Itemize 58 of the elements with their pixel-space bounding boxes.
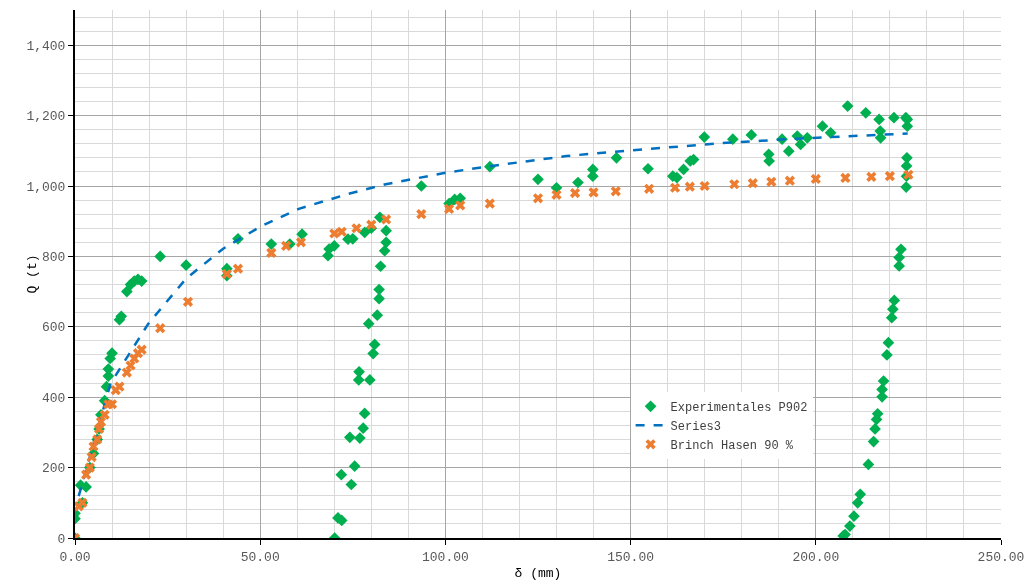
point bbox=[281, 240, 292, 251]
point bbox=[381, 214, 392, 225]
point bbox=[569, 187, 581, 199]
point bbox=[232, 263, 244, 274]
point bbox=[182, 296, 194, 307]
point bbox=[106, 399, 118, 410]
point bbox=[95, 416, 107, 427]
x-tick-label: 250.00 bbox=[977, 549, 1025, 565]
x-tick-label: 100.00 bbox=[421, 549, 469, 565]
point bbox=[747, 178, 758, 189]
point bbox=[810, 173, 821, 185]
point bbox=[444, 203, 455, 214]
point bbox=[266, 247, 277, 258]
legend-label: Series3 bbox=[670, 419, 722, 434]
point bbox=[729, 179, 740, 190]
point bbox=[455, 200, 466, 211]
point bbox=[684, 181, 695, 192]
point bbox=[366, 219, 377, 230]
x-tick-label: 0.00 bbox=[59, 549, 91, 565]
point bbox=[121, 367, 132, 378]
point bbox=[351, 223, 362, 234]
point bbox=[532, 193, 544, 204]
point bbox=[866, 171, 877, 182]
x-tick-label: 150.00 bbox=[607, 549, 655, 565]
y-axis-title: Q (t) bbox=[24, 254, 40, 294]
point bbox=[551, 189, 562, 200]
point bbox=[840, 172, 851, 183]
point bbox=[336, 226, 347, 237]
point bbox=[114, 381, 125, 392]
y-tick-label: 800 bbox=[41, 249, 66, 265]
point bbox=[588, 187, 599, 198]
point bbox=[699, 180, 710, 192]
y-tick-label: 400 bbox=[41, 390, 66, 406]
point bbox=[416, 209, 427, 220]
legend-label: Experimentales P902 bbox=[670, 400, 808, 415]
point bbox=[766, 176, 777, 187]
x-tick-label: 200.00 bbox=[792, 549, 840, 565]
legend-label: Brinch Hasen 90 % bbox=[670, 438, 794, 453]
x-axis-title: δ (mm) bbox=[514, 565, 562, 581]
point bbox=[86, 451, 97, 463]
x-tick-label: 50.00 bbox=[240, 549, 280, 565]
y-tick-label: 600 bbox=[41, 320, 66, 336]
y-tick-label: 200 bbox=[41, 461, 66, 477]
point bbox=[784, 175, 795, 186]
y-tick-label: 1,400 bbox=[26, 38, 66, 54]
point bbox=[155, 323, 166, 334]
point bbox=[884, 171, 895, 182]
point bbox=[484, 198, 495, 209]
point bbox=[136, 344, 147, 355]
y-tick-label: 1,200 bbox=[26, 109, 66, 125]
point bbox=[295, 237, 307, 248]
point bbox=[644, 183, 655, 194]
point bbox=[99, 409, 110, 420]
point bbox=[669, 182, 681, 193]
point bbox=[81, 469, 92, 480]
y-tick-label: 1,000 bbox=[26, 179, 66, 195]
y-tick-label: 0 bbox=[57, 531, 66, 547]
point bbox=[610, 186, 621, 197]
